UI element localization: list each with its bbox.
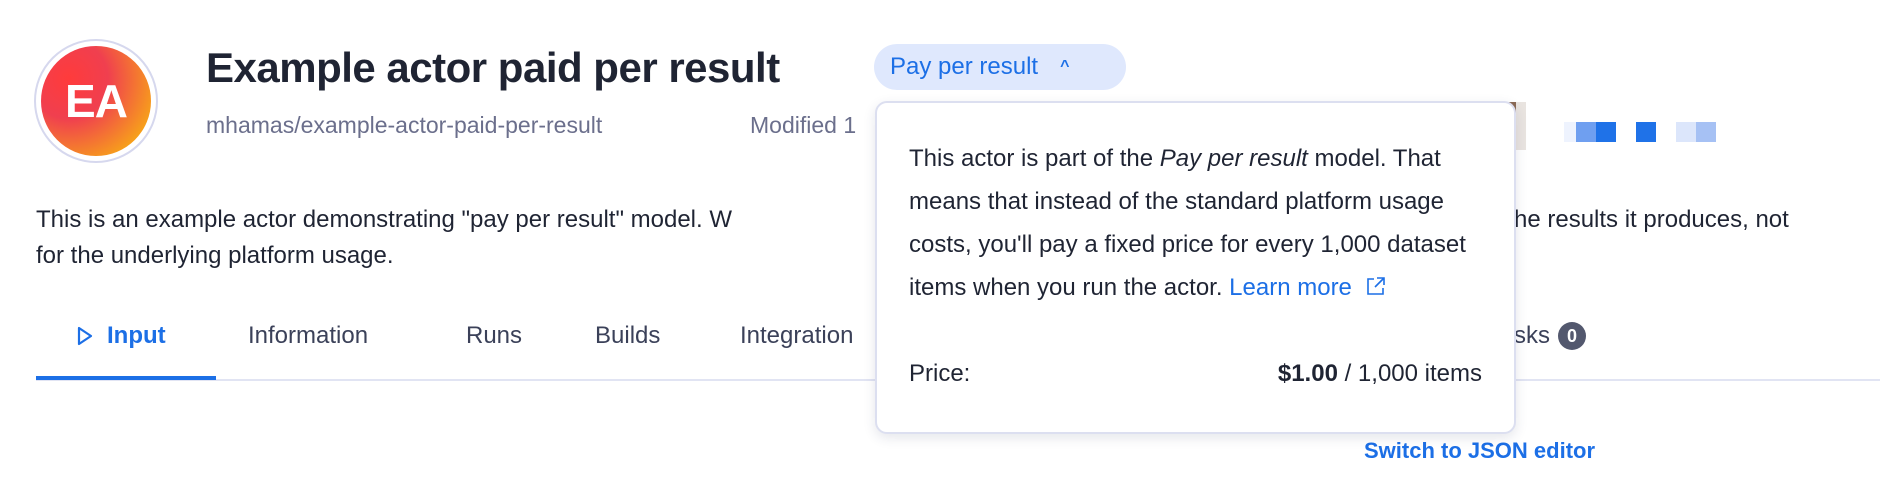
pixelated-image: [1696, 122, 1716, 142]
popover-text: This actor is part of the: [909, 145, 1160, 172]
pricing-explanation: This actor is part of the Pay per result…: [909, 137, 1489, 309]
price-unit: / 1,000 items: [1337, 360, 1482, 387]
modified-date: Modified 1: [750, 112, 857, 138]
pricing-popover: This actor is part of the Pay per result…: [875, 101, 1516, 434]
tab-label: sks: [1514, 322, 1550, 349]
external-link-icon: [1366, 277, 1385, 295]
tab-information[interactable]: Information: [248, 322, 369, 349]
pixelated-image: [1596, 122, 1616, 142]
tab-tasks[interactable]: sks 0: [1514, 322, 1586, 350]
pixelated-image: [1676, 122, 1696, 142]
avatar-initials: EA: [41, 46, 151, 156]
tab-input[interactable]: Input: [77, 322, 166, 350]
popover-model-name: Pay per result: [1159, 145, 1308, 172]
pricing-badge-label: Pay per result: [890, 53, 1039, 80]
switch-to-json-editor-link[interactable]: Switch to JSON editor: [1364, 438, 1596, 463]
active-tab-indicator: [36, 376, 216, 380]
pixelated-image: [1564, 122, 1576, 142]
price-value: $1.00: [1277, 360, 1338, 387]
tab-label: Input: [107, 322, 166, 349]
pixelated-image: [1576, 122, 1596, 142]
price-value-group: $1.00 / 1,000 items: [1278, 360, 1482, 388]
chevron-up-icon: ^: [1060, 58, 1070, 75]
pricing-model-badge[interactable]: Pay per result ^: [874, 44, 1126, 90]
description-line: This is an example actor demonstrating "…: [36, 206, 732, 233]
actor-slug: mhamas/example-actor-paid-per-result: [206, 112, 603, 138]
learn-more-link[interactable]: Learn more: [1229, 274, 1386, 301]
popover-text: model. That means that instead of the st…: [909, 145, 1466, 301]
price-row: Price: $1.00 / 1,000 items: [909, 360, 1482, 388]
tab-integrations[interactable]: Integration: [740, 322, 854, 349]
actor-avatar: EA: [34, 39, 158, 163]
learn-more-label: Learn more: [1229, 274, 1352, 301]
description-line: for the underlying platform usage.: [36, 242, 394, 269]
tab-builds[interactable]: Builds: [595, 322, 661, 349]
tab-runs[interactable]: Runs: [466, 322, 523, 349]
pixelated-image: [1636, 122, 1656, 142]
page-title: Example actor paid per result: [206, 44, 780, 91]
play-icon: [77, 326, 93, 346]
tasks-count-badge: 0: [1558, 322, 1586, 350]
price-label: Price:: [909, 360, 971, 387]
description-line: he results it produces, not: [1514, 206, 1789, 233]
